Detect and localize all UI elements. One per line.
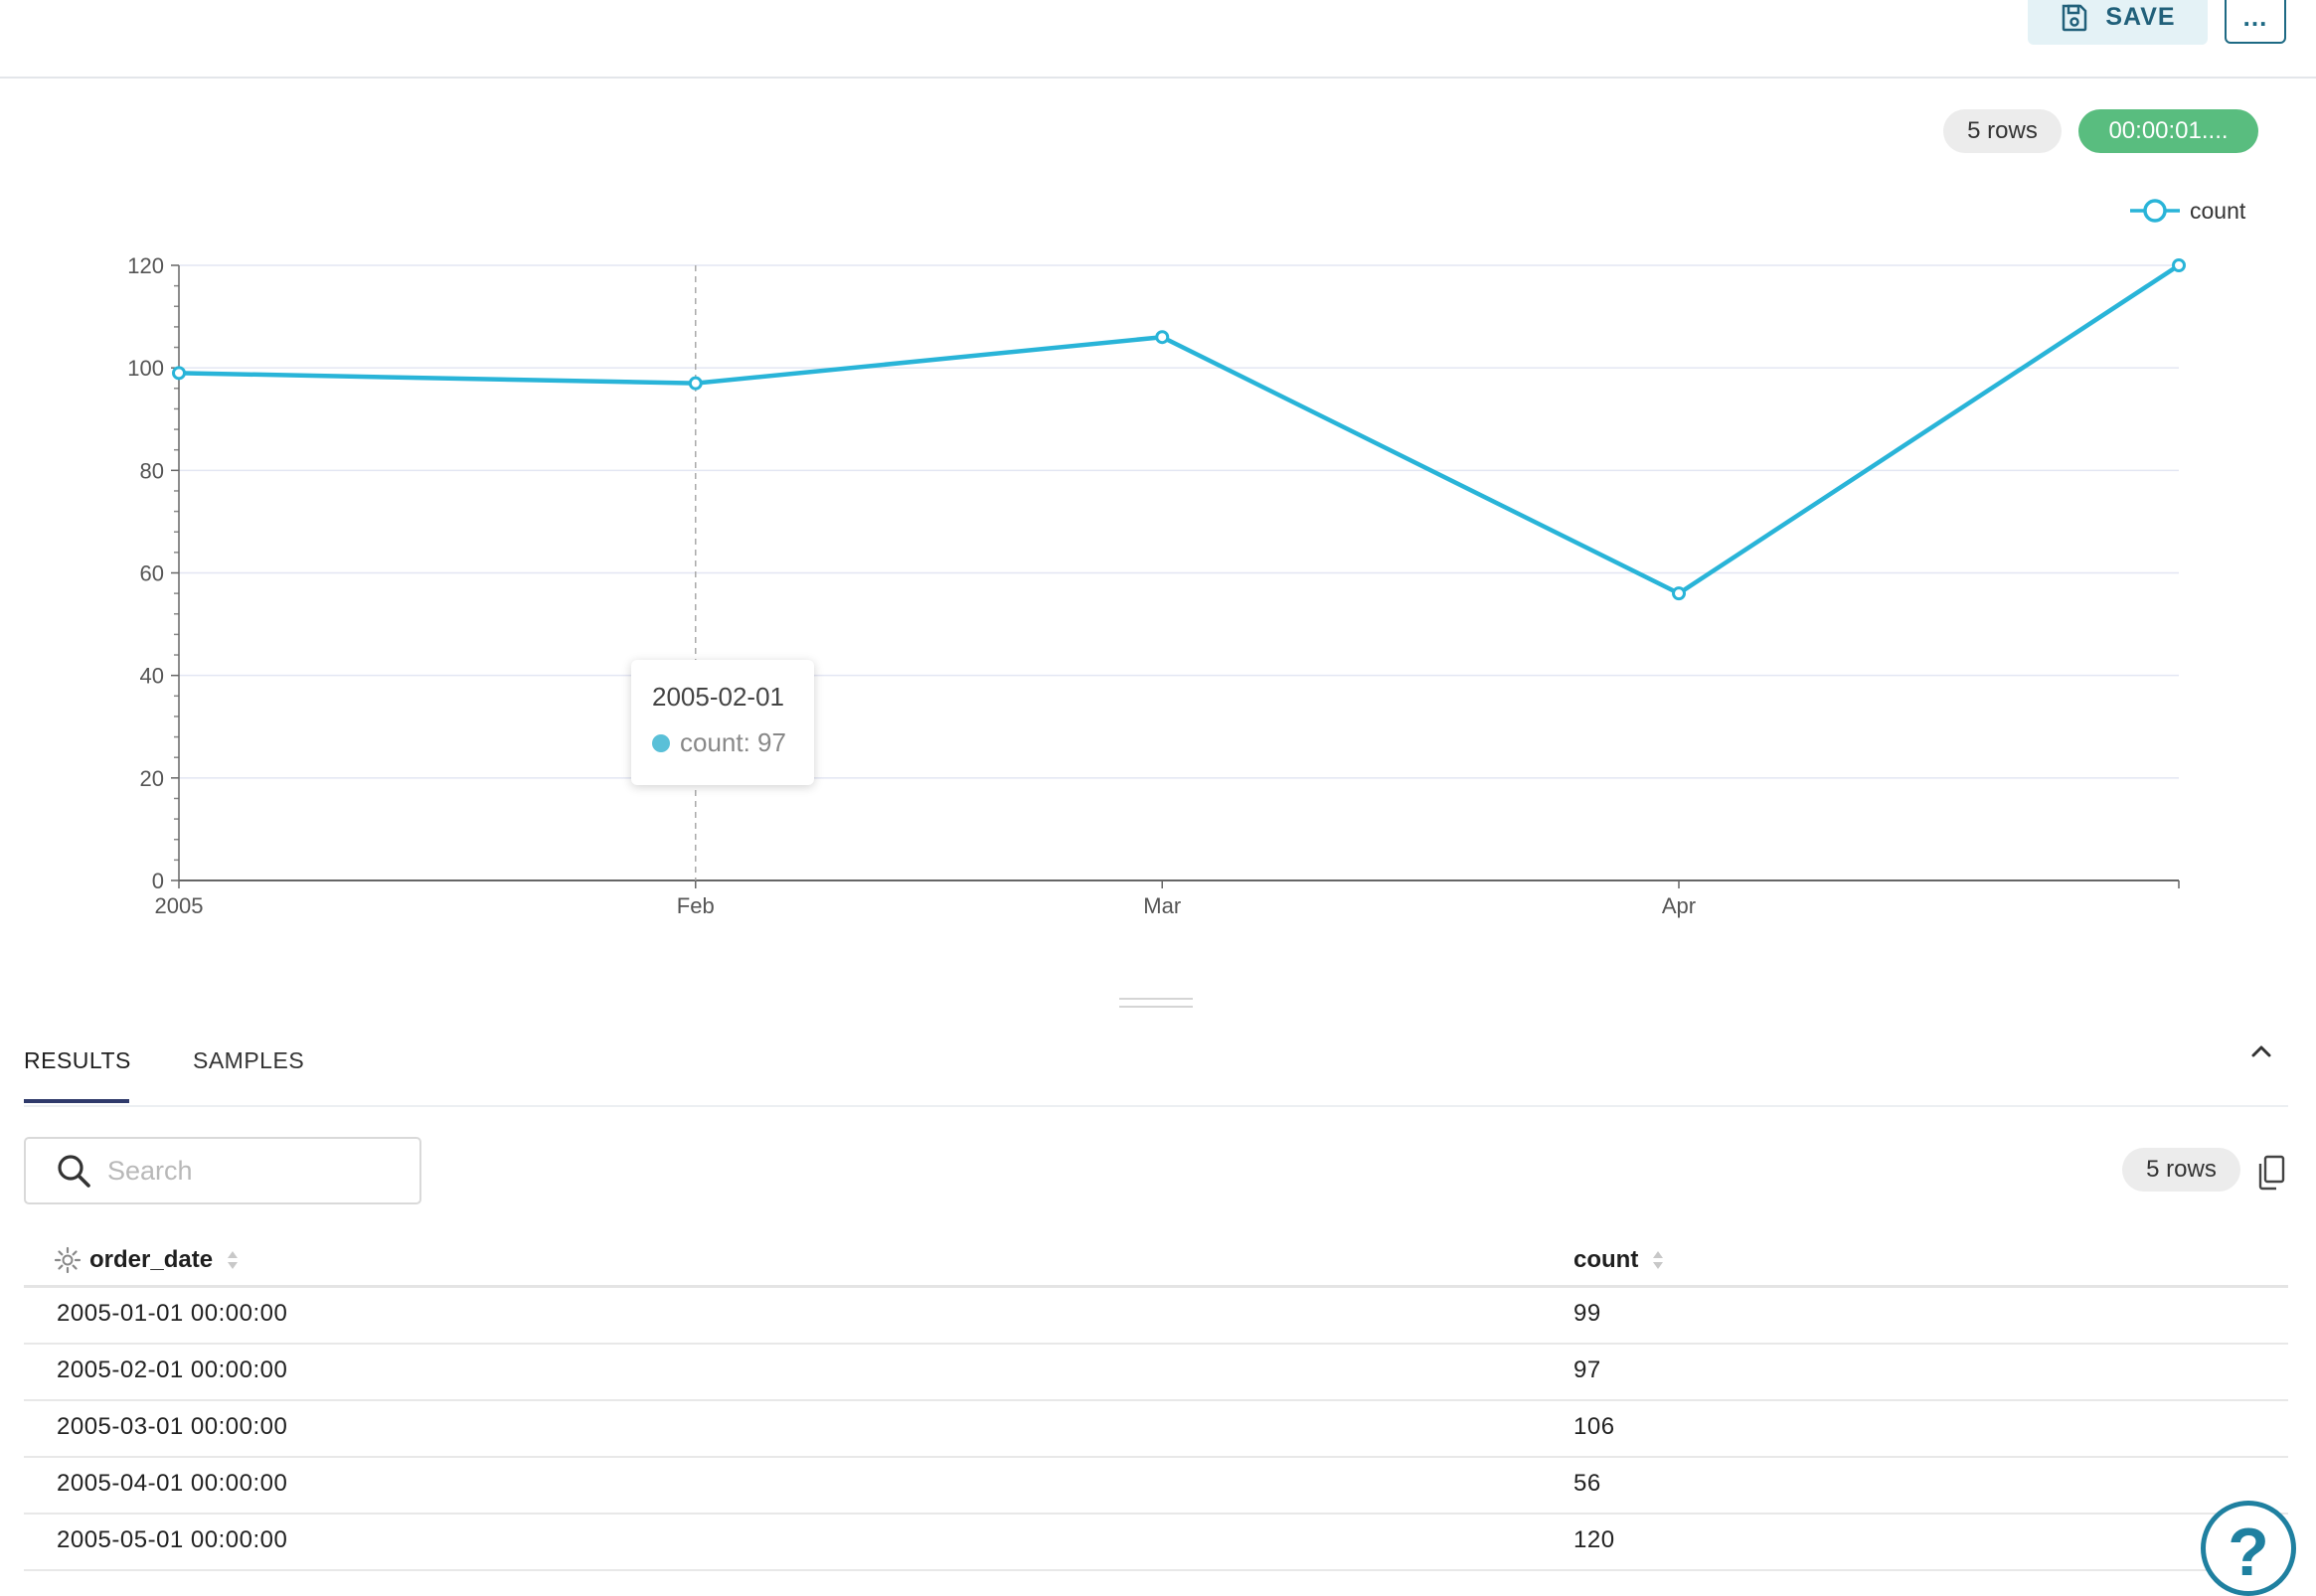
chevron-up-icon bbox=[2251, 1045, 2271, 1057]
results-row-count-text: 5 rows bbox=[2146, 1156, 2217, 1183]
table-row: 2005-01-01 00:00:00 99 bbox=[24, 1288, 2288, 1345]
cell-count: 106 bbox=[1573, 1413, 1615, 1440]
table-row: 2005-03-01 00:00:00 106 bbox=[24, 1401, 2288, 1458]
top-bar: SAVE … bbox=[0, 0, 2316, 79]
row-count-text: 5 rows bbox=[1967, 117, 2038, 144]
save-label: SAVE bbox=[2105, 3, 2176, 31]
results-row-count-badge: 5 rows bbox=[2122, 1148, 2240, 1192]
cell-count: 56 bbox=[1573, 1470, 1601, 1497]
search-input[interactable] bbox=[105, 1154, 408, 1188]
sort-icon[interactable] bbox=[227, 1249, 239, 1271]
y-tick-label: 0 bbox=[152, 869, 164, 893]
tab-results-label: RESULTS bbox=[24, 1047, 131, 1073]
y-tick-label: 40 bbox=[140, 664, 164, 689]
data-point bbox=[1672, 586, 1686, 601]
data-point bbox=[2172, 258, 2186, 272]
tab-results[interactable]: RESULTS bbox=[24, 1047, 131, 1074]
column-label: count bbox=[1573, 1246, 1639, 1273]
data-point bbox=[1155, 330, 1170, 345]
help-icon: ? bbox=[2228, 1515, 2269, 1590]
save-button[interactable]: SAVE bbox=[2028, 0, 2208, 45]
y-tick-label: 20 bbox=[140, 766, 164, 791]
more-options-icon: … bbox=[2241, 1, 2269, 32]
column-header-order-date[interactable]: order_date bbox=[54, 1246, 239, 1274]
table-row: 2005-04-01 00:00:00 56 bbox=[24, 1458, 2288, 1515]
data-point bbox=[172, 366, 186, 381]
cell-order-date: 2005-04-01 00:00:00 bbox=[57, 1470, 288, 1497]
gear-icon[interactable] bbox=[54, 1246, 82, 1274]
help-button[interactable]: ? bbox=[2201, 1501, 2296, 1596]
copy-results-button[interactable] bbox=[2256, 1155, 2286, 1196]
legend-marker bbox=[2143, 199, 2167, 223]
search-field[interactable] bbox=[24, 1137, 421, 1204]
results-table: order_date count 2005-01-01 00:00:00 99 … bbox=[24, 1240, 2288, 1571]
tooltip-series-dot bbox=[652, 733, 670, 752]
cell-order-date: 2005-02-01 00:00:00 bbox=[57, 1357, 288, 1383]
cell-order-date: 2005-03-01 00:00:00 bbox=[57, 1413, 288, 1440]
y-tick-label: 100 bbox=[127, 356, 164, 381]
x-tick-label: Mar bbox=[1143, 893, 1181, 918]
y-tick-label: 60 bbox=[140, 561, 164, 586]
data-point bbox=[688, 376, 703, 391]
cell-count: 99 bbox=[1573, 1300, 1601, 1327]
sort-icon[interactable] bbox=[1652, 1249, 1664, 1271]
tooltip-value-row: count: 97 bbox=[652, 727, 814, 758]
more-options-button[interactable]: … bbox=[2225, 0, 2286, 44]
table-row: 2005-05-01 00:00:00 120 bbox=[24, 1515, 2288, 1571]
query-duration-text: 00:00:01.... bbox=[2108, 117, 2229, 144]
cell-count: 97 bbox=[1573, 1357, 1601, 1383]
search-icon bbox=[58, 1155, 90, 1188]
tooltip-date: 2005-02-01 bbox=[652, 682, 784, 712]
x-tick-label: Feb bbox=[677, 893, 715, 918]
legend-label: count bbox=[2190, 198, 2246, 224]
copy-icon bbox=[2258, 1155, 2285, 1191]
x-tick-label: 2005 bbox=[155, 893, 204, 918]
x-tick-label: Apr bbox=[1662, 893, 1696, 918]
cell-order-date: 2005-05-01 00:00:00 bbox=[57, 1526, 288, 1553]
column-label: order_date bbox=[89, 1246, 214, 1273]
tooltip-value: count: 97 bbox=[680, 727, 786, 757]
save-icon bbox=[2063, 4, 2087, 31]
column-header-count[interactable]: count bbox=[1573, 1246, 1664, 1274]
chart-tooltip: 2005-02-01 count: 97 bbox=[631, 660, 814, 785]
cell-order-date: 2005-01-01 00:00:00 bbox=[57, 1300, 288, 1327]
tab-samples[interactable]: SAMPLES bbox=[193, 1047, 304, 1074]
panel-resize-handle[interactable] bbox=[1119, 998, 1193, 1008]
results-tabs: RESULTS SAMPLES bbox=[24, 1034, 2288, 1107]
y-tick-label: 80 bbox=[140, 458, 164, 483]
table-header: order_date count bbox=[24, 1240, 2288, 1288]
series-line-count bbox=[178, 263, 2181, 596]
tab-samples-label: SAMPLES bbox=[193, 1047, 305, 1073]
y-tick-label: 120 bbox=[127, 253, 164, 278]
collapse-panel-button[interactable] bbox=[2248, 1038, 2274, 1069]
line-chart: 0 20 40 60 80 100 120 2005 Feb Mar Apr count bbox=[127, 198, 2246, 918]
row-count-badge: 5 rows bbox=[1943, 109, 2062, 153]
cell-count: 120 bbox=[1573, 1526, 1615, 1553]
query-duration-badge: 00:00:01.... bbox=[2078, 109, 2258, 153]
table-row: 2005-02-01 00:00:00 97 bbox=[24, 1345, 2288, 1401]
active-tab-indicator bbox=[24, 1099, 129, 1103]
